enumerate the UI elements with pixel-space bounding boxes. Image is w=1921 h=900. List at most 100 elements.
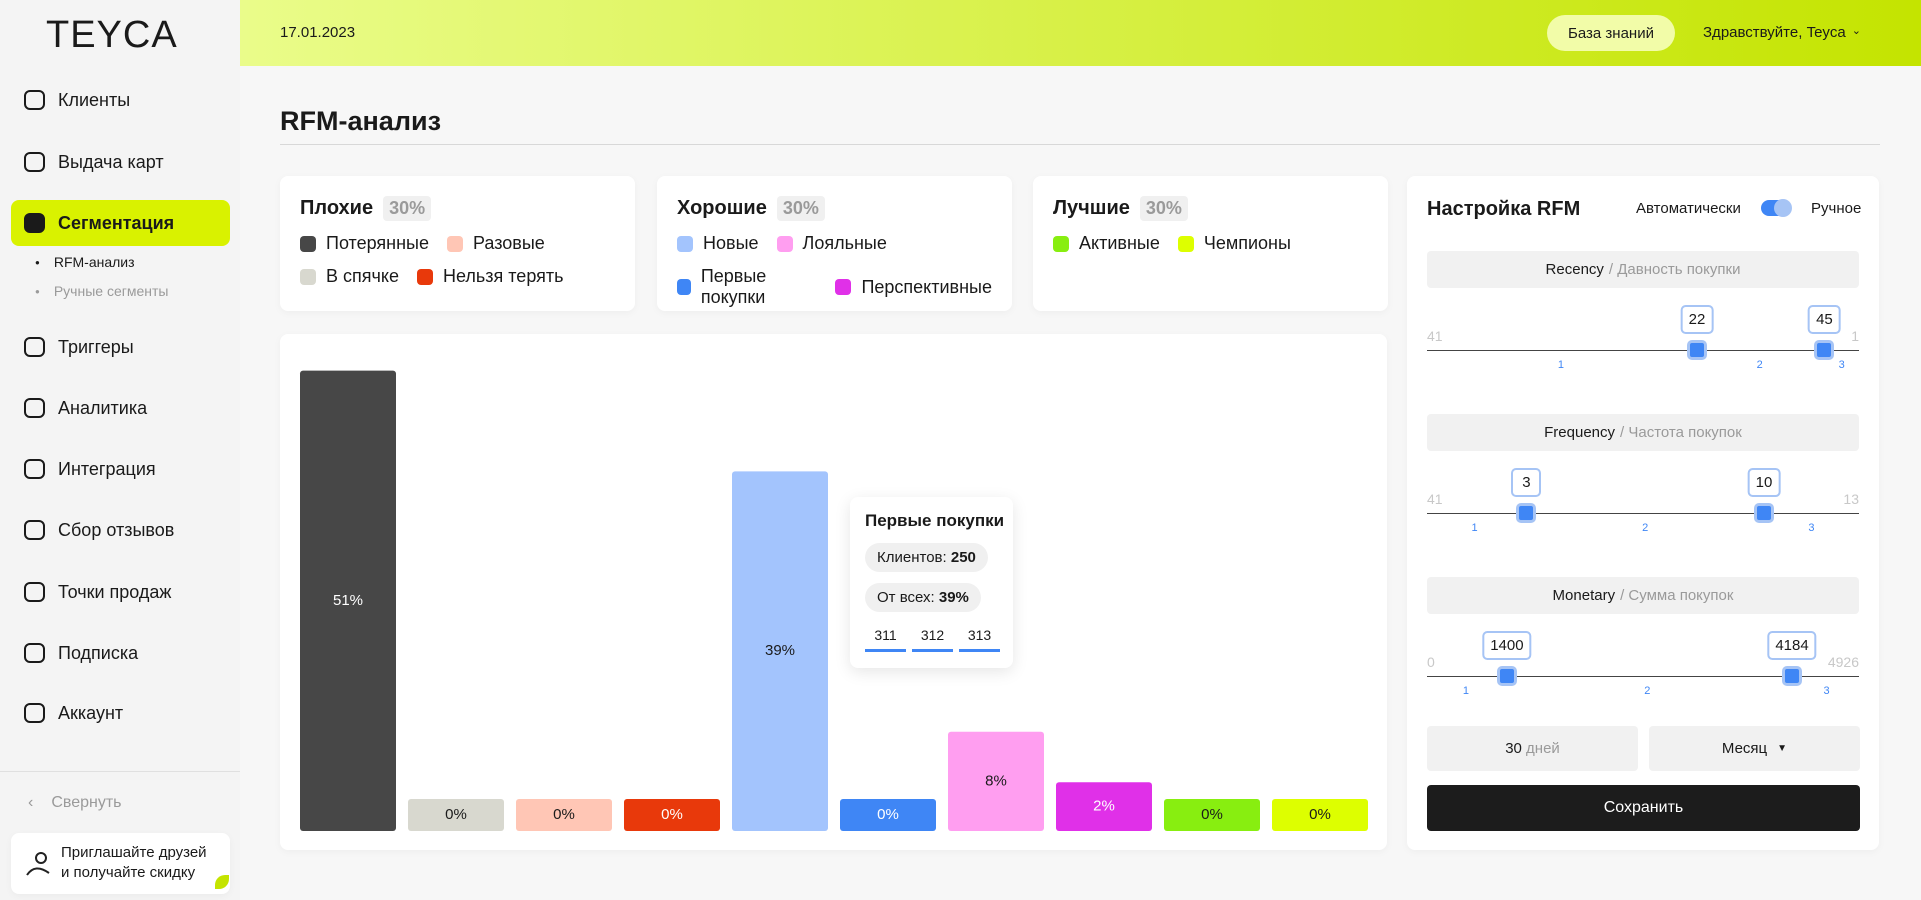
bar-label: 0% bbox=[445, 806, 467, 823]
legend-swatch bbox=[677, 235, 693, 252]
tooltip-value: 39% bbox=[938, 589, 969, 606]
menu-icon bbox=[24, 703, 45, 723]
rfm-title: Настройка RFM bbox=[1427, 198, 1581, 220]
slider-handle[interactable] bbox=[1782, 666, 1803, 686]
slider-handle[interactable] bbox=[1753, 503, 1774, 523]
menu-icon bbox=[24, 337, 45, 357]
menu-label: Выдача карт bbox=[58, 151, 164, 172]
collapse-label: Свернуть bbox=[51, 794, 122, 811]
period-input[interactable]: 30 дней bbox=[1427, 726, 1638, 771]
mode-auto[interactable]: Автоматически bbox=[1636, 200, 1741, 217]
slider-title: Frequency / Частота покупок bbox=[1427, 414, 1859, 451]
zone-label: 1 bbox=[1462, 685, 1469, 697]
menu-icon bbox=[24, 459, 45, 479]
zone-label: 2 bbox=[1756, 359, 1763, 371]
greeting[interactable]: Здравствуйте, Teyca ⌄ bbox=[1703, 24, 1861, 41]
menu-item[interactable]: Выдача карт bbox=[22, 142, 164, 182]
menu-item[interactable]: Аккаунт bbox=[22, 693, 123, 733]
handle-value[interactable]: 10 bbox=[1747, 468, 1781, 497]
period-unit: дней bbox=[1526, 740, 1560, 757]
menu-label: Сбор отзывов bbox=[58, 519, 175, 540]
logo[interactable]: TEYCA bbox=[46, 14, 178, 56]
menu-label: Аналитика bbox=[58, 397, 148, 418]
tooltip-code: 311 bbox=[865, 627, 906, 652]
slider-handle[interactable] bbox=[1496, 666, 1517, 686]
legend-item: Нельзя терять bbox=[416, 266, 564, 287]
menu-icon bbox=[24, 520, 45, 540]
legend-swatch bbox=[1177, 235, 1194, 252]
handle-value[interactable]: 1400 bbox=[1482, 631, 1532, 660]
rfm-settings: Настройка RFM Автоматически Ручное 30 дн… bbox=[1407, 176, 1879, 850]
collapse[interactable]: ‹ Свернуть bbox=[28, 794, 122, 811]
interval-select[interactable]: Месяц ▼ bbox=[1649, 726, 1860, 771]
slider-handle[interactable] bbox=[1516, 503, 1537, 523]
zone-label: 3 bbox=[1838, 359, 1845, 371]
slider-track bbox=[1427, 676, 1859, 677]
bar bbox=[1056, 782, 1152, 831]
submenu-item[interactable]: ● Ручные сегменты bbox=[35, 283, 169, 299]
legend-item: Чемпионы bbox=[1177, 233, 1291, 254]
menu-item[interactable]: Точки продаж bbox=[22, 572, 171, 612]
group-share: 30% bbox=[1139, 196, 1188, 221]
menu-item[interactable]: Подписка bbox=[22, 633, 138, 673]
group-name: Плохие bbox=[300, 197, 374, 219]
slider-max: 1 bbox=[1851, 328, 1859, 344]
menu-icon bbox=[24, 398, 45, 418]
slider-handle[interactable] bbox=[1687, 340, 1707, 360]
promo-text: Приглашайте друзей и получайте скидку bbox=[61, 843, 207, 883]
bar bbox=[408, 799, 504, 831]
bar bbox=[840, 799, 936, 831]
menu-icon bbox=[24, 582, 45, 602]
slider-track bbox=[1427, 350, 1859, 351]
slider-handle[interactable] bbox=[1814, 340, 1835, 360]
tooltip-label: От всех: bbox=[877, 589, 935, 606]
legend-item: Лояльные bbox=[776, 233, 887, 254]
bar-label: 0% bbox=[1201, 806, 1223, 823]
save-button[interactable]: Сохранить bbox=[1427, 785, 1860, 831]
icon-shape bbox=[24, 703, 45, 723]
slider-min: 0 bbox=[1427, 654, 1435, 670]
submenu-label: Ручные сегменты bbox=[53, 283, 169, 299]
slider-name: Monetary bbox=[1552, 587, 1616, 604]
bar-label: 2% bbox=[1093, 798, 1115, 815]
title-rule bbox=[280, 144, 1880, 145]
promo-line: и получайте скидку bbox=[61, 864, 196, 881]
bar bbox=[1272, 799, 1368, 831]
date: 17.01.2023 bbox=[280, 24, 356, 41]
promo-leaf bbox=[215, 875, 229, 889]
menu-label: Сегментация bbox=[58, 212, 175, 233]
page-title: RFM-анализ bbox=[280, 106, 441, 136]
bar-label: 8% bbox=[985, 772, 1007, 789]
mode-manual[interactable]: Ручное bbox=[1811, 200, 1862, 217]
mode-toggle[interactable] bbox=[1761, 199, 1792, 217]
menu-label: Интеграция bbox=[58, 458, 156, 479]
promo-card[interactable]: Приглашайте друзей и получайте скидку bbox=[11, 833, 230, 894]
menu-item[interactable]: Сбор отзывов bbox=[22, 510, 174, 550]
legend-item: Разовые bbox=[447, 233, 545, 254]
bar-label: 0% bbox=[553, 806, 575, 823]
legend-swatch bbox=[776, 235, 793, 252]
menu-label: Триггеры bbox=[58, 336, 134, 357]
legend-row: Первые покупки Перспективные bbox=[677, 266, 992, 308]
handle-value[interactable]: 22 bbox=[1680, 305, 1714, 334]
handle-value[interactable]: 4184 bbox=[1767, 631, 1817, 660]
divider bbox=[0, 771, 240, 772]
legend-label: Чемпионы bbox=[1203, 233, 1291, 253]
menu-item[interactable]: Клиенты bbox=[22, 80, 130, 120]
bar-label: 39% bbox=[765, 642, 795, 659]
bar bbox=[300, 370, 396, 831]
slider-subtitle: / Частота покупок bbox=[1620, 424, 1742, 441]
menu-item[interactable]: Триггеры bbox=[22, 327, 134, 367]
slider-min: 41 bbox=[1427, 328, 1443, 344]
bar-label: 51% bbox=[333, 592, 363, 609]
knowledge-button[interactable]: База знаний bbox=[1547, 15, 1675, 51]
menu-item[interactable]: Сегментация bbox=[22, 203, 174, 243]
submenu-item[interactable]: ● RFM-анализ bbox=[35, 254, 135, 270]
legend-label: Лояльные bbox=[802, 233, 887, 253]
handle-value[interactable]: 3 bbox=[1511, 468, 1542, 497]
menu-item[interactable]: Аналитика bbox=[22, 388, 147, 428]
handle-value[interactable]: 45 bbox=[1808, 305, 1841, 334]
menu-item[interactable]: Интеграция bbox=[22, 449, 156, 489]
segment-card: Хорошие 30% Новые Лояльные Первые покупки Пер… bbox=[657, 176, 1012, 311]
legend-item: В спячке bbox=[300, 266, 399, 287]
